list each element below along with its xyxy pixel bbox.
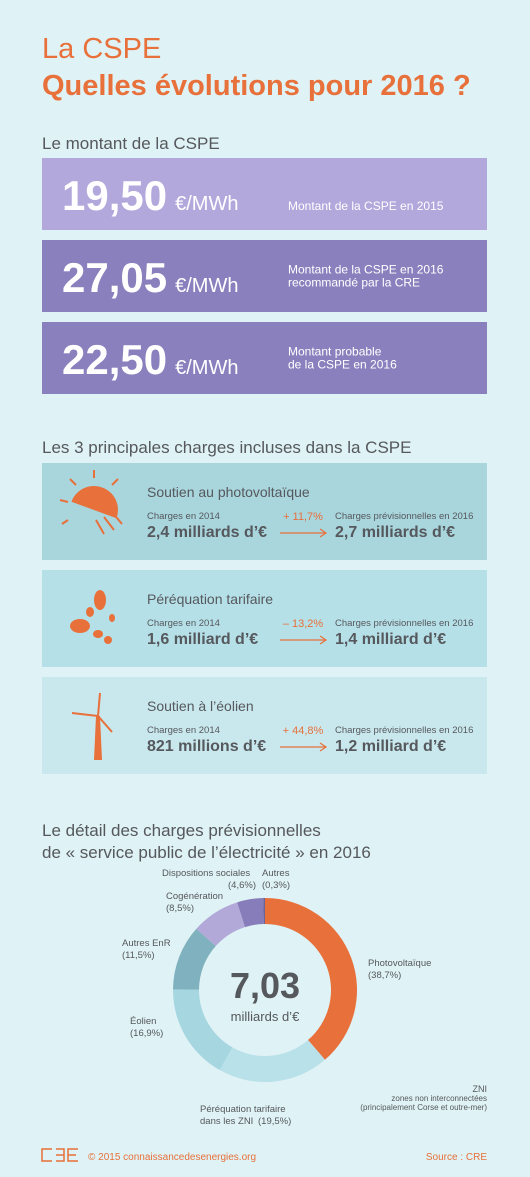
- card-left-value: 821 millions d’€: [147, 738, 266, 755]
- donut-value-label: (0,3%): [262, 880, 290, 891]
- card-arrow-head: [319, 635, 328, 645]
- charge-card: [42, 570, 487, 667]
- amount-box: [42, 158, 487, 230]
- amount-description: Montant de la CSPE en 2016: [288, 263, 444, 277]
- title: La CSPE: [42, 33, 161, 65]
- center-value: 7,03: [230, 965, 300, 1006]
- map-icon: [70, 590, 115, 644]
- donut-value-label: (19,5%): [258, 1116, 291, 1127]
- donut-label: Éolien: [130, 1016, 156, 1027]
- card-change: + 44,8%: [283, 725, 324, 737]
- donut-value-label: (8,5%): [166, 903, 194, 914]
- donut-segment: [219, 1040, 325, 1082]
- amount-description: de la CSPE en 2016: [288, 358, 397, 372]
- unit: €/MWh: [175, 193, 238, 215]
- donut-segment: [263, 898, 265, 925]
- subtitle: Quelles évolutions pour 2016 ?: [42, 70, 471, 102]
- card-change: – 13,2%: [283, 618, 324, 630]
- amount-box: [42, 322, 487, 394]
- donut-value-label: (16,9%): [130, 1028, 163, 1039]
- source: Source : CRE: [426, 1152, 487, 1163]
- card-arrow-head: [319, 528, 328, 538]
- note: ZNI: [473, 1084, 488, 1094]
- donut-label: Autres EnR: [122, 938, 171, 949]
- donut-segment: [173, 989, 233, 1071]
- donut-label: Photovoltaïque: [368, 958, 431, 969]
- chart-title: de « service public de l’électricité » e…: [42, 843, 371, 862]
- donut-label-line: Péréquation tarifaire: [200, 1104, 286, 1115]
- amount-box: [42, 240, 487, 312]
- unit: €/MWh: [175, 275, 238, 297]
- card-left-label: Charges en 2014: [147, 511, 220, 522]
- donut-segment: [265, 898, 357, 1060]
- note: zones non interconnectées: [391, 1094, 487, 1103]
- card-arrow-head: [319, 742, 328, 752]
- card-left-value: 1,6 milliard d’€: [147, 631, 258, 648]
- donut-label-line: dans les ZNI: [200, 1116, 253, 1127]
- donut-segment: [196, 902, 245, 947]
- card-change: + 11,7%: [283, 511, 323, 523]
- donut-segment: [237, 898, 264, 928]
- center-label: milliards d’€: [231, 1009, 300, 1024]
- card-right-value: 1,2 milliard d’€: [335, 738, 446, 755]
- donut-label: Dispositions sociales: [162, 868, 250, 879]
- card-left-label: Charges en 2014: [147, 725, 220, 736]
- card-right-value: 1,4 milliard d’€: [335, 631, 446, 648]
- section-heading: Le montant de la CSPE: [42, 134, 220, 153]
- amount: 19,50: [62, 172, 167, 219]
- card-right-label: Charges prévisionnelles en 2016: [335, 618, 473, 629]
- card-left-value: 2,4 milliards d’€: [147, 524, 267, 541]
- card-right-label: Charges prévisionnelles en 2016: [335, 511, 473, 522]
- donut-label: Péréquation tarifaire dans les ZNI: [200, 1104, 286, 1127]
- card-right-label: Charges prévisionnelles en 2016: [335, 725, 473, 736]
- donut-value-label: (4,6%): [228, 880, 256, 891]
- donut-segment: [173, 928, 216, 990]
- chart-title: Le détail des charges prévisionnelles: [42, 821, 321, 840]
- amount-description: Montant de la CSPE en 2015: [288, 199, 444, 213]
- amount-description: recommandé par la CRE: [288, 276, 420, 290]
- note: (principalement Corse et outre-mer): [360, 1103, 487, 1112]
- sun-icon: [59, 470, 123, 535]
- donut-value-label: (11,5%): [122, 950, 155, 961]
- charge-card: [42, 677, 487, 774]
- unit: €/MWh: [175, 357, 238, 379]
- card-title: Péréquation tarifaire: [147, 591, 273, 607]
- card-right-value: 2,7 milliards d’€: [335, 524, 455, 541]
- section-heading: Les 3 principales charges incluses dans …: [42, 438, 411, 457]
- amount-description: Montant probable: [288, 345, 382, 359]
- copyright: © 2015 connaissancedesenergies.org: [88, 1152, 256, 1163]
- logo: [41, 1148, 78, 1162]
- card-left-label: Charges en 2014: [147, 618, 220, 629]
- wind-turbine-icon: [71, 692, 113, 760]
- donut-label: Cogénération: [166, 891, 223, 902]
- amount: 22,50: [62, 336, 167, 383]
- amount: 27,05: [62, 254, 167, 301]
- donut-label: Autres: [262, 868, 290, 879]
- card-title: Soutien au photovoltaïque: [147, 484, 310, 500]
- donut-value-label: (38,7%): [368, 970, 401, 981]
- card-title: Soutien à l’éolien: [147, 698, 254, 714]
